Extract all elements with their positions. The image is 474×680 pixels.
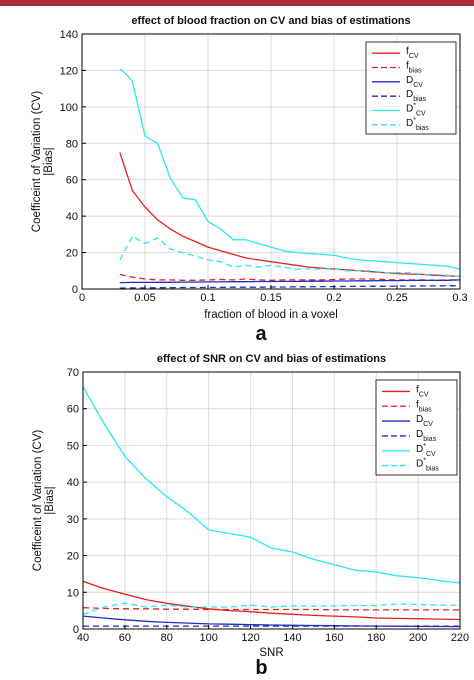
y-tick-label: 120 — [60, 65, 78, 77]
y-tick-label: 50 — [67, 440, 79, 452]
chart-panel-a: 0 0.05 0.1 0.15 0.2 0.25 0.3 0 20 40 60 80 100 120 140… — [31, 15, 468, 345]
x-tick-label: 0 — [79, 292, 85, 304]
x-tick-label: 0.2 — [326, 292, 341, 304]
x-tick-label: 0.1 — [200, 292, 215, 304]
y-tick-label: 100 — [60, 102, 78, 114]
legend-label: D*bias — [416, 458, 439, 473]
axes-box — [82, 371, 461, 630]
x-tick-label: 220 — [451, 632, 469, 644]
legend-label: D*CV — [406, 103, 426, 118]
y-axis-label: Coefficeint of Variation (CV) — [32, 430, 44, 572]
series-line-d-cv — [119, 279, 461, 284]
series-line-dstar-bias — [82, 602, 460, 615]
panel-letter: a — [255, 323, 267, 345]
legend-label: Dbias — [416, 429, 437, 443]
x-tick-label: 160 — [325, 632, 343, 644]
x-axis-label: fraction of blood in a voxel — [204, 309, 338, 321]
legend-label: fbias — [416, 399, 432, 413]
x-tick-label: 0.3 — [452, 292, 467, 304]
legend-label: DCV — [416, 414, 433, 428]
x-tick-label: 40 — [77, 632, 89, 644]
y-axis-label: |Bias| — [44, 486, 56, 514]
legend-label: fbias — [406, 61, 422, 75]
series-line-f-cv — [82, 580, 461, 621]
x-axis-label: SNR — [259, 647, 283, 659]
x-tick-label: 200 — [409, 632, 427, 644]
y-tick-label: 20 — [67, 551, 79, 563]
y-axis-label: |Bias| — [43, 147, 55, 175]
y-tick-label: 20 — [66, 248, 78, 260]
legend-label: DCV — [406, 75, 423, 89]
y-tick-label: 70 — [67, 367, 79, 379]
x-tick-label: 180 — [367, 632, 385, 644]
y-tick-label: 60 — [67, 404, 79, 416]
y-tick-label: 80 — [66, 138, 78, 150]
series-line-dstar-bias — [119, 235, 461, 277]
chart-title: effect of SNR on CV and bias of estimati… — [157, 353, 386, 365]
series-line-d-bias — [119, 285, 460, 289]
y-tick-label: 60 — [66, 175, 78, 187]
top-accent-bar — [0, 0, 474, 6]
x-tick-label: 80 — [161, 632, 173, 644]
legend-label: fCV — [416, 384, 429, 398]
x-tick-label: 60 — [119, 632, 131, 644]
x-tick-label: 0.25 — [386, 292, 407, 304]
y-axis-label: Coefficeint of Variation (CV) — [31, 91, 43, 233]
legend-box — [365, 41, 457, 135]
y-tick-label: 0 — [72, 284, 78, 296]
x-tick-label: 0.05 — [134, 292, 155, 304]
y-tick-label: 10 — [67, 587, 79, 599]
x-tick-label: 0.15 — [260, 292, 281, 304]
legend-label: fCV — [406, 46, 419, 60]
legend-label: D*bias — [406, 117, 429, 132]
x-tick-label: 120 — [241, 632, 259, 644]
panel-letter: b — [255, 657, 267, 679]
series-line-dstar-cv — [82, 386, 461, 584]
y-tick-label: 40 — [67, 477, 79, 489]
y-tick-label: 0 — [73, 624, 79, 636]
y-tick-label: 40 — [66, 211, 78, 223]
series-line-dstar-cv — [119, 68, 461, 270]
chart-panel-b: 40 60 80 100 120 140 160 180 200 220 0 10 20 30 40 50 60… — [32, 353, 469, 679]
series-line-f-cv — [119, 152, 461, 277]
legend-label: D*CV — [416, 443, 436, 458]
legend-box — [375, 379, 458, 476]
x-tick-label: 140 — [283, 632, 301, 644]
series-line-f-bias — [82, 607, 460, 611]
y-tick-label: 30 — [67, 514, 79, 526]
x-tick-label: 100 — [199, 632, 217, 644]
legend-label: Dbias — [406, 89, 427, 103]
y-tick-label: 140 — [60, 29, 78, 41]
chart-title: effect of blood fraction on CV and bias … — [131, 15, 410, 27]
